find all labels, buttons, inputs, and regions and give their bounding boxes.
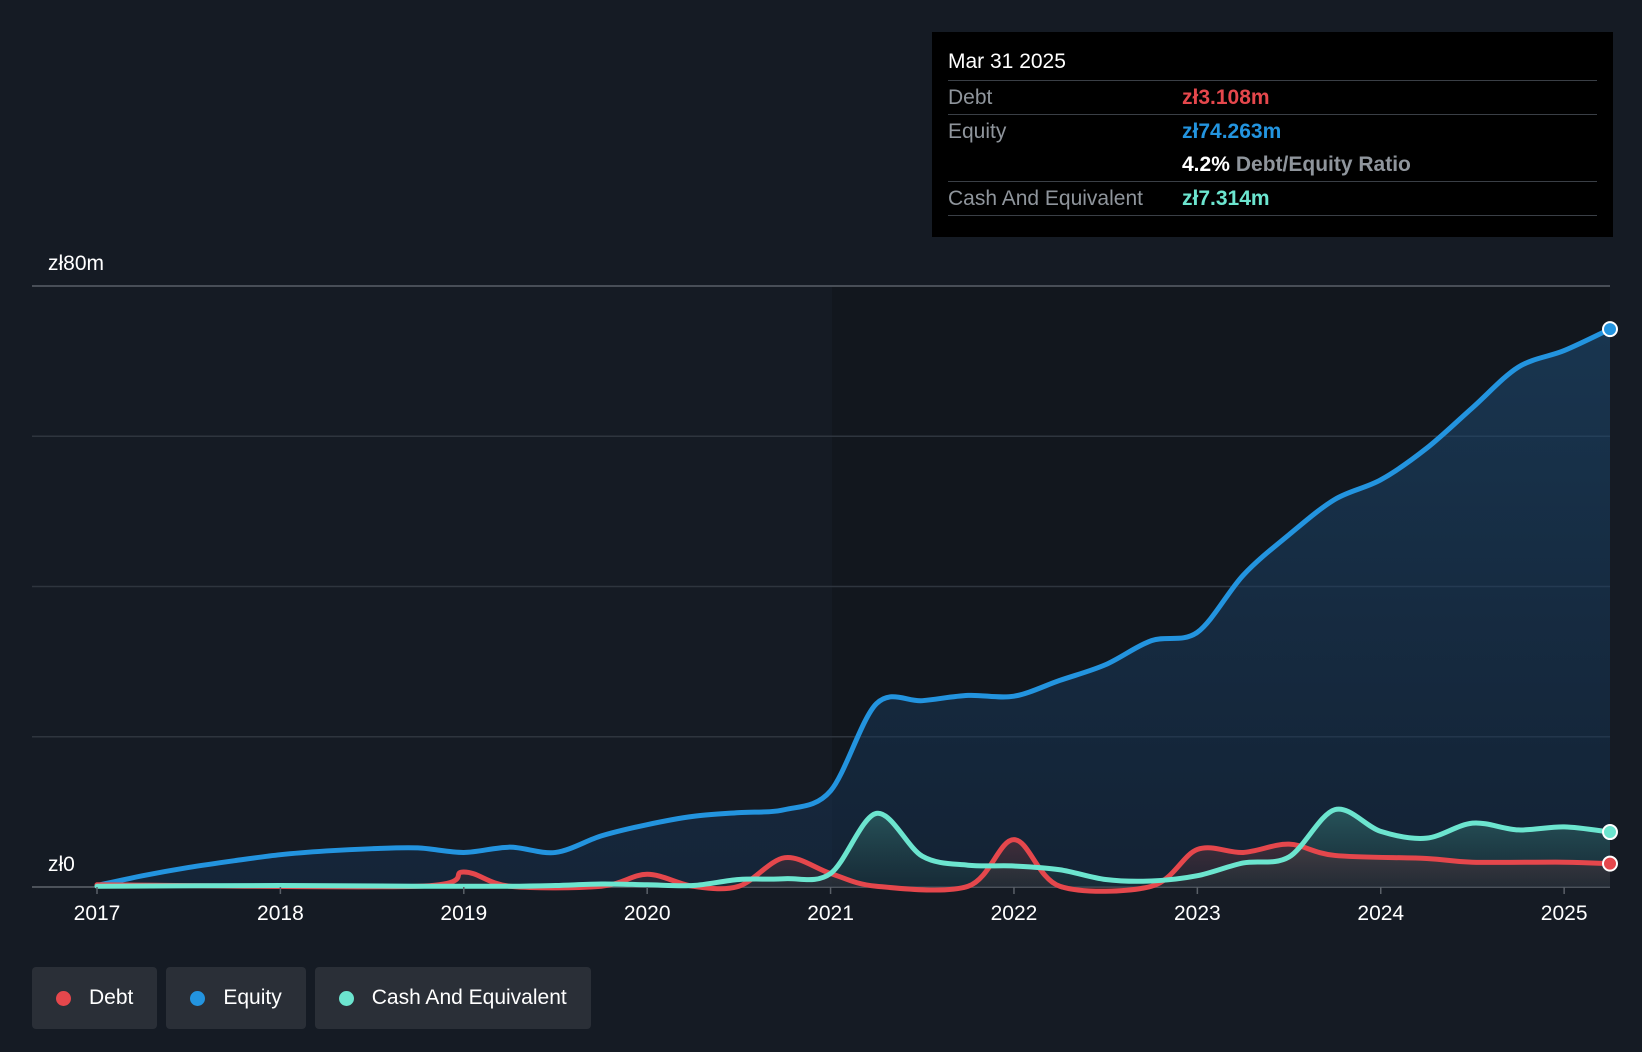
debt-endpoint bbox=[1602, 855, 1618, 872]
cash-endpoint bbox=[1602, 824, 1618, 841]
tooltip-cash-value: zł7.314m bbox=[1182, 187, 1270, 210]
legend-cash-label: Cash And Equivalent bbox=[371, 986, 567, 1009]
cash-dot-icon bbox=[338, 990, 354, 1006]
tooltip-date: Mar 31 2025 bbox=[948, 46, 1597, 81]
series-endpoints bbox=[1602, 321, 1618, 872]
tooltip-equity-value: zł74.263m bbox=[1182, 120, 1282, 143]
y-tick-label-max: zł80m bbox=[48, 252, 104, 275]
x-tick-label: 2019 bbox=[440, 902, 487, 925]
cash-line bbox=[94, 806, 1613, 889]
x-tick-label: 2024 bbox=[1357, 902, 1404, 925]
equity-area bbox=[97, 329, 1610, 887]
equity-endpoint bbox=[1602, 321, 1618, 338]
x-axis: 2017 2018 2019 2020 2021 2022 2023 2024 2025 bbox=[74, 887, 1588, 925]
legend: Debt Equity Cash And Equivalent bbox=[32, 967, 591, 1029]
legend-equity-label: Equity bbox=[223, 986, 282, 1009]
x-tick-label: 2022 bbox=[991, 902, 1038, 925]
x-tick-label: 2018 bbox=[257, 902, 304, 925]
x-tick-label: 2021 bbox=[807, 902, 854, 925]
tooltip-debt-label: Debt bbox=[948, 86, 993, 109]
debt-dot-icon bbox=[56, 990, 71, 1006]
tooltip-ratio-label: Debt/Equity Ratio bbox=[1235, 153, 1411, 176]
tooltip-cash-label: Cash And Equivalent bbox=[948, 187, 1143, 210]
equity-line bbox=[94, 326, 1613, 888]
y-tick-label-min: zł0 bbox=[48, 853, 75, 876]
tooltip-equity-label: Equity bbox=[948, 120, 1007, 143]
legend-debt-label: Debt bbox=[89, 986, 134, 1009]
legend-item-cash[interactable]: Cash And Equivalent bbox=[314, 967, 591, 1029]
tooltip-ratio-row: 4.2% Debt/Equity Ratio bbox=[948, 148, 1597, 182]
series-lines bbox=[94, 326, 1613, 894]
x-tick-label: 2020 bbox=[624, 902, 671, 925]
tooltip-debt-value: zł3.108m bbox=[1182, 86, 1270, 109]
tooltip-equity-row: Equity zł74.263m bbox=[948, 115, 1597, 148]
tooltip-panel: Mar 31 2025 Debt zł3.108m Equity zł74.26… bbox=[932, 32, 1613, 237]
legend-item-debt[interactable]: Debt bbox=[32, 967, 158, 1029]
equity-dot-icon bbox=[190, 990, 206, 1006]
tooltip-ratio-value: 4.2% bbox=[1182, 153, 1230, 176]
tooltip-debt-row: Debt zł3.108m bbox=[948, 81, 1597, 115]
legend-item-equity[interactable]: Equity bbox=[166, 967, 306, 1029]
y-axis: zł0 zł80m bbox=[48, 252, 104, 876]
x-tick-label: 2017 bbox=[74, 902, 121, 925]
x-tick-label: 2023 bbox=[1174, 902, 1221, 925]
tooltip-cash-row: Cash And Equivalent zł7.314m bbox=[948, 182, 1597, 216]
x-tick-label: 2025 bbox=[1541, 902, 1588, 925]
